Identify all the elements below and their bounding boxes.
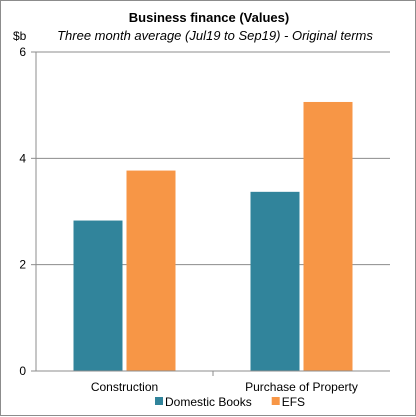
legend-label-efs: EFS bbox=[282, 395, 305, 409]
axes: 0 2 4 6 Construction Purchase of Property bbox=[19, 45, 390, 394]
y-tick-label: 2 bbox=[19, 258, 26, 272]
bar-domestic-books bbox=[250, 191, 300, 371]
x-tick-label: Purchase of Property bbox=[245, 380, 358, 394]
legend-label-domestic-books: Domestic Books bbox=[165, 395, 252, 409]
bar-efs bbox=[126, 170, 176, 371]
bar-domestic-books bbox=[73, 220, 123, 371]
x-tick-label: Construction bbox=[91, 380, 158, 394]
y-tick-label: 0 bbox=[19, 364, 26, 378]
chart-subtitle: Three month average (Jul19 to Sep19) - O… bbox=[57, 28, 373, 43]
chart-title: Business finance (Values) bbox=[129, 10, 289, 25]
bars bbox=[73, 101, 353, 371]
y-axis-unit-label: $b bbox=[13, 29, 27, 43]
legend-swatch-efs bbox=[271, 397, 280, 405]
legend: Domestic Books EFS bbox=[155, 395, 305, 409]
bar-efs bbox=[303, 101, 353, 371]
y-tick-label: 6 bbox=[19, 45, 26, 59]
legend-swatch-domestic-books bbox=[155, 397, 163, 405]
y-tick-label: 4 bbox=[19, 151, 26, 165]
